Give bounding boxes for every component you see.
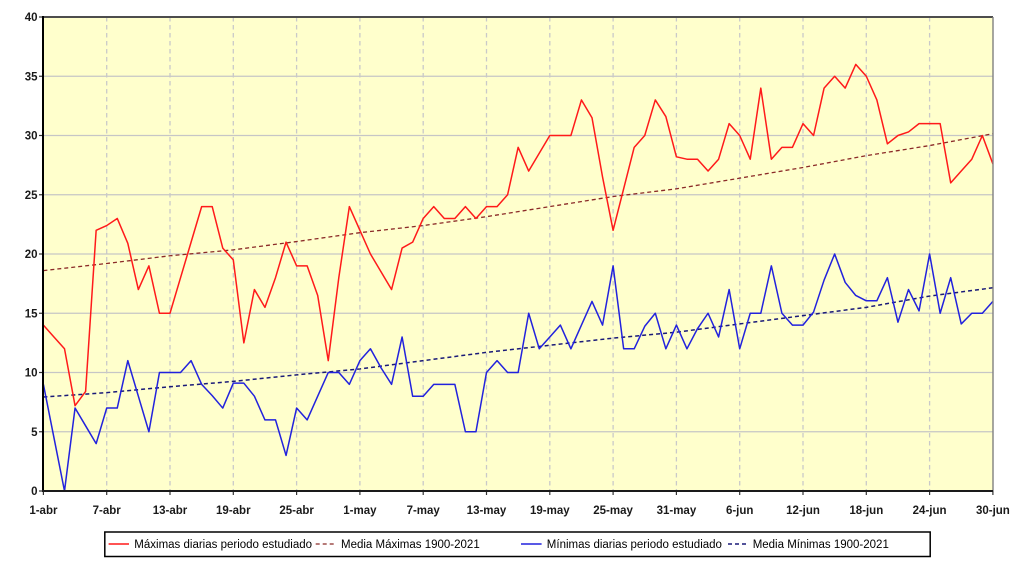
svg-text:6-jun: 6-jun <box>726 505 753 517</box>
svg-text:20: 20 <box>25 249 38 261</box>
svg-text:18-jun: 18-jun <box>849 505 883 517</box>
svg-text:Media Máximas 1900-2021: Media Máximas 1900-2021 <box>341 539 480 551</box>
svg-text:12-jun: 12-jun <box>786 505 820 517</box>
svg-text:10: 10 <box>25 368 38 380</box>
svg-text:1-abr: 1-abr <box>29 505 58 517</box>
svg-text:25-may: 25-may <box>593 505 633 517</box>
svg-text:0: 0 <box>31 486 37 498</box>
svg-text:25-abr: 25-abr <box>279 505 314 517</box>
svg-text:25: 25 <box>25 190 38 202</box>
svg-text:1-may: 1-may <box>343 505 377 517</box>
svg-text:15: 15 <box>25 308 38 320</box>
svg-text:30: 30 <box>25 131 38 143</box>
svg-text:7-may: 7-may <box>407 505 441 517</box>
svg-text:40: 40 <box>25 12 38 24</box>
svg-text:Máximas diarias periodo estudi: Máximas diarias periodo estudiado <box>134 539 312 551</box>
svg-text:Media Mínimas 1900-2021: Media Mínimas 1900-2021 <box>753 539 889 551</box>
svg-text:35: 35 <box>25 71 38 83</box>
svg-text:19-abr: 19-abr <box>216 505 251 517</box>
svg-text:31-may: 31-may <box>657 505 697 517</box>
svg-text:13-may: 13-may <box>467 505 507 517</box>
svg-text:7-abr: 7-abr <box>93 505 122 517</box>
svg-text:5: 5 <box>31 427 38 439</box>
svg-text:13-abr: 13-abr <box>153 505 188 517</box>
svg-text:30-jun: 30-jun <box>976 505 1010 517</box>
svg-text:19-may: 19-may <box>530 505 570 517</box>
svg-text:Mínimas diarias periodo estudi: Mínimas diarias periodo estudiado <box>547 539 722 551</box>
svg-text:24-jun: 24-jun <box>913 505 947 517</box>
